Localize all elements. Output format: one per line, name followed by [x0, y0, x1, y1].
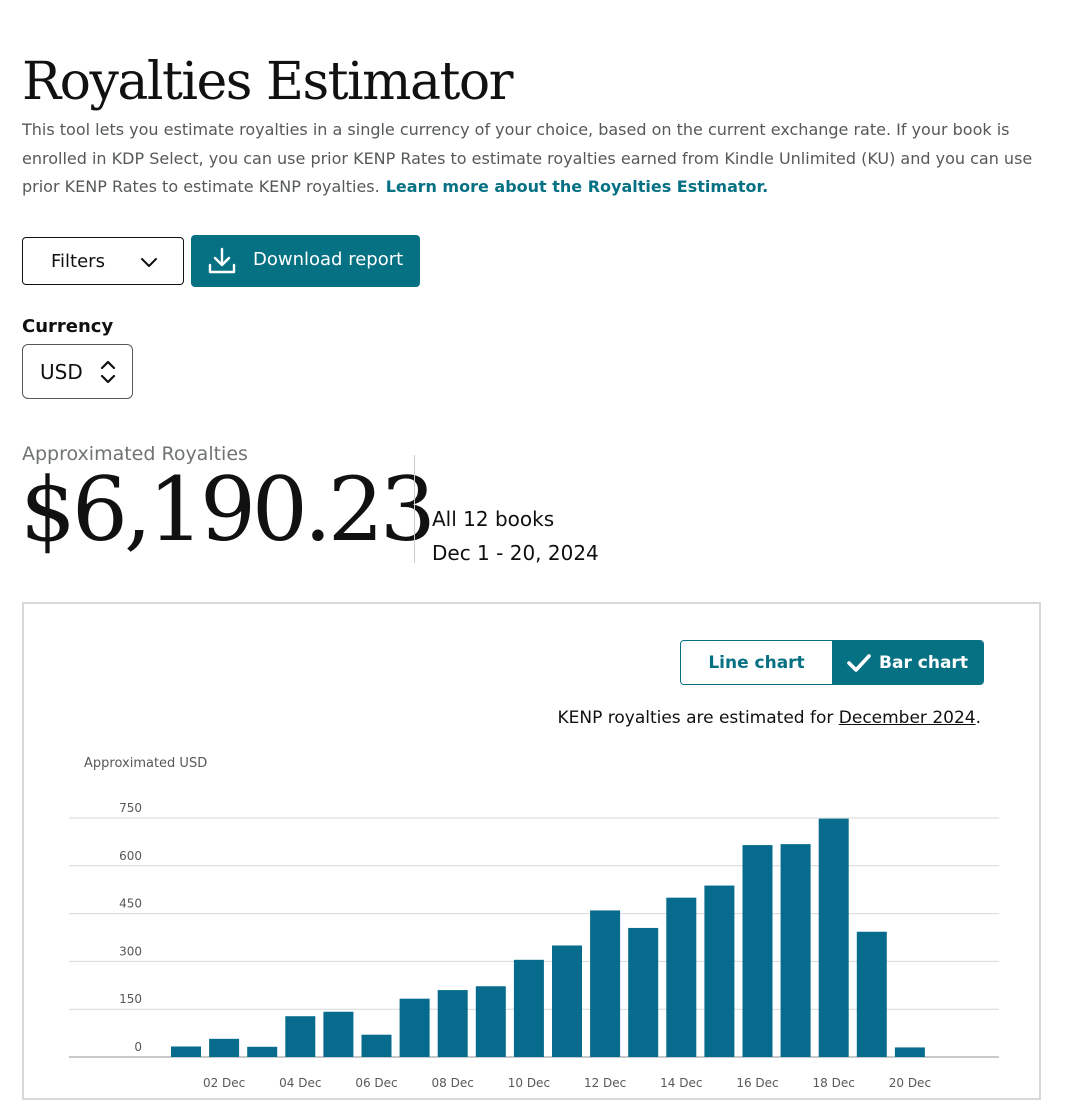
currency-select[interactable]: USD	[22, 344, 133, 399]
bar-15-dec[interactable]	[704, 885, 735, 1057]
bar-08-dec[interactable]	[437, 990, 468, 1057]
intro-body: This tool lets you estimate royalties in…	[22, 120, 1033, 196]
filters-dropdown-button[interactable]: Filters	[22, 237, 184, 285]
updown-chevron-icon	[100, 360, 116, 384]
bar-09-dec[interactable]	[475, 986, 506, 1057]
x-tick-label: 04 Dec	[279, 1076, 321, 1090]
x-tick-label: 18 Dec	[813, 1076, 855, 1090]
bar-10-dec[interactable]	[513, 959, 544, 1057]
bar-01-dec[interactable]	[171, 1046, 201, 1057]
bar-20-dec[interactable]	[894, 1047, 925, 1057]
bar-11-dec[interactable]	[552, 945, 582, 1057]
x-tick-label: 12 Dec	[584, 1076, 626, 1090]
bar-17-dec[interactable]	[780, 844, 811, 1057]
bar-12-dec[interactable]	[590, 910, 621, 1057]
y-tick-label: 300	[119, 944, 142, 958]
bar-07-dec[interactable]	[399, 998, 430, 1057]
summary-meta: All 12 books Dec 1 - 20, 2024	[432, 502, 599, 570]
line-chart-label: Line chart	[708, 652, 805, 673]
bar-19-dec[interactable]	[856, 931, 887, 1057]
filters-label: Filters	[51, 250, 105, 272]
y-tick-label: 0	[134, 1040, 142, 1054]
currency-label: Currency	[22, 316, 114, 337]
bar-14-dec[interactable]	[666, 897, 697, 1057]
y-tick-label: 150	[119, 992, 142, 1006]
approximated-royalties-label: Approximated Royalties	[22, 443, 248, 465]
bar-chart: 0 150 300 450 600 750 02 Dec 04 Dec 06 Dec 08 Dec…	[69, 801, 999, 1090]
page-title: Royalties Estimator	[22, 52, 514, 112]
bar-chart-label: Bar chart	[879, 652, 968, 673]
chevron-down-icon	[141, 258, 157, 267]
books-count: All 12 books	[432, 507, 555, 531]
download-report-button[interactable]: Download report	[191, 235, 420, 287]
bar-02-dec[interactable]	[209, 1038, 240, 1057]
download-label: Download report	[253, 249, 404, 270]
x-tick-label: 10 Dec	[508, 1076, 550, 1090]
bar-03-dec[interactable]	[247, 1046, 278, 1057]
x-tick-label: 02 Dec	[203, 1076, 245, 1090]
summary-divider	[414, 455, 415, 563]
royalties-amount: $6,190.23	[20, 458, 436, 561]
bar-13-dec[interactable]	[628, 927, 659, 1057]
checkmark-icon	[847, 653, 871, 672]
date-range: Dec 1 - 20, 2024	[432, 541, 599, 565]
bar-16-dec[interactable]	[742, 845, 773, 1057]
download-icon	[208, 247, 236, 274]
kenp-note: KENP royalties are estimated for Decembe…	[557, 708, 981, 728]
y-tick-label: 600	[119, 849, 142, 863]
bar-18-dec[interactable]	[818, 818, 849, 1057]
chart-type-toggle: Line chart Bar chart	[680, 640, 984, 685]
x-tick-label: 08 Dec	[432, 1076, 474, 1090]
chart-card: Line chart Bar chart KENP royalties are …	[22, 602, 1041, 1100]
bar-04-dec[interactable]	[285, 1016, 316, 1057]
x-tick-label: 06 Dec	[355, 1076, 397, 1090]
bar-06-dec[interactable]	[361, 1034, 392, 1057]
bar-05-dec[interactable]	[323, 1011, 354, 1057]
learn-more-link[interactable]: Learn more about the Royalties Estimator…	[385, 177, 769, 196]
intro-text: This tool lets you estimate royalties in…	[22, 116, 1052, 202]
kenp-note-suffix: .	[975, 708, 981, 728]
currency-value: USD	[40, 360, 83, 384]
y-tick-label: 450	[119, 897, 142, 911]
line-chart-option[interactable]: Line chart	[681, 641, 832, 684]
x-tick-label: 20 Dec	[889, 1076, 931, 1090]
y-tick-label: 750	[119, 801, 142, 815]
x-tick-label: 16 Dec	[736, 1076, 778, 1090]
kenp-note-prefix: KENP royalties are estimated for	[557, 708, 834, 728]
kenp-month-link[interactable]: December 2024	[838, 708, 976, 728]
bar-chart-option[interactable]: Bar chart	[832, 641, 983, 684]
x-tick-label: 14 Dec	[660, 1076, 702, 1090]
y-axis-title: Approximated USD	[84, 756, 208, 771]
